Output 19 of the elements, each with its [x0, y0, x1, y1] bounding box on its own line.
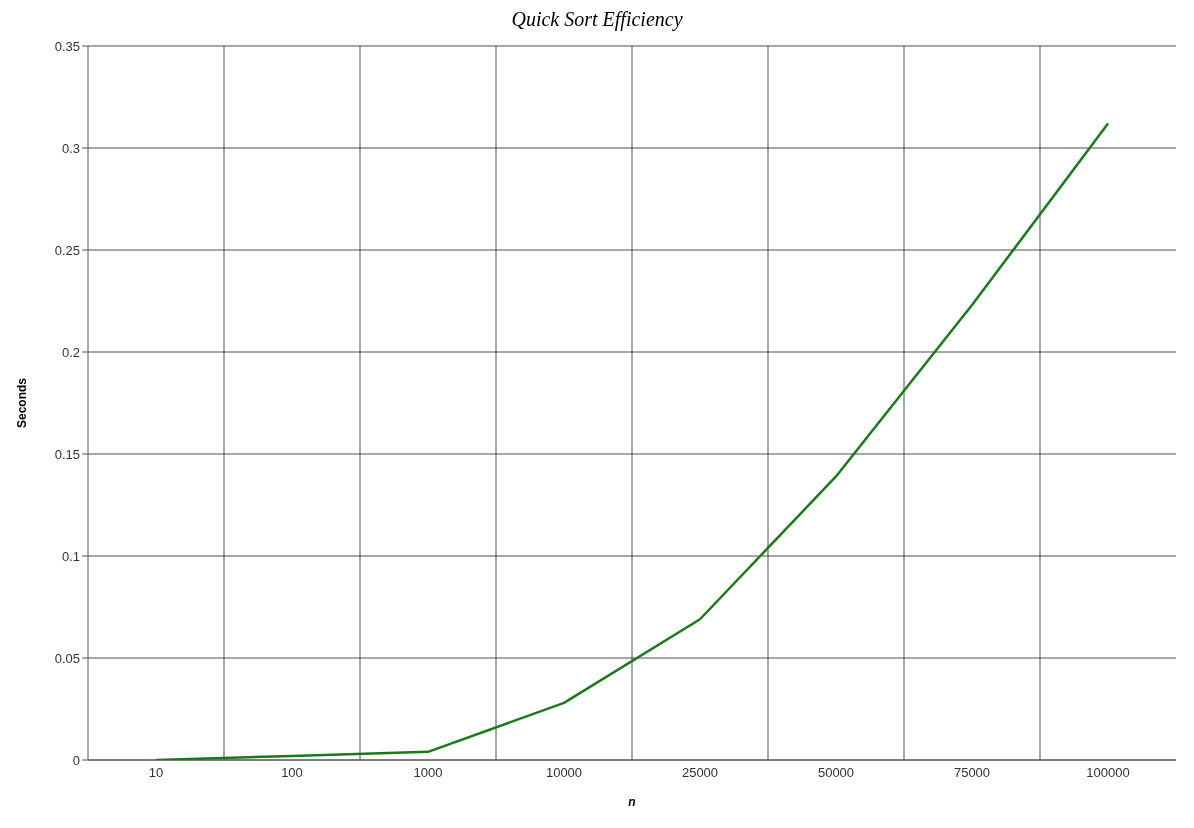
x-tick-label: 25000 [681, 765, 719, 781]
x-tick-label: 100 [281, 765, 303, 781]
y-tick-label: 0.2 [61, 344, 80, 360]
y-tick-label: 0.25 [54, 242, 80, 258]
y-axis-title: Seconds [15, 377, 30, 429]
x-tick-label: 50000 [817, 765, 855, 781]
y-tick-label: 0.35 [54, 38, 80, 54]
y-tick-label: 0.15 [54, 446, 80, 462]
x-tick-label: 10000 [545, 765, 583, 781]
y-tick-label: 0.05 [54, 650, 80, 666]
chart-title: Quick Sort Efficiency [510, 8, 684, 33]
x-tick-label: 1000 [413, 765, 443, 781]
y-tick-label: 0.3 [61, 140, 80, 156]
x-axis-title: n [628, 795, 636, 809]
y-tick-label: 0.1 [61, 548, 80, 564]
x-tick-label: 75000 [953, 765, 991, 781]
x-tick-label: 100000 [1086, 765, 1130, 781]
x-tick-label: 10 [148, 765, 164, 781]
y-tick-label: 0 [72, 752, 80, 768]
